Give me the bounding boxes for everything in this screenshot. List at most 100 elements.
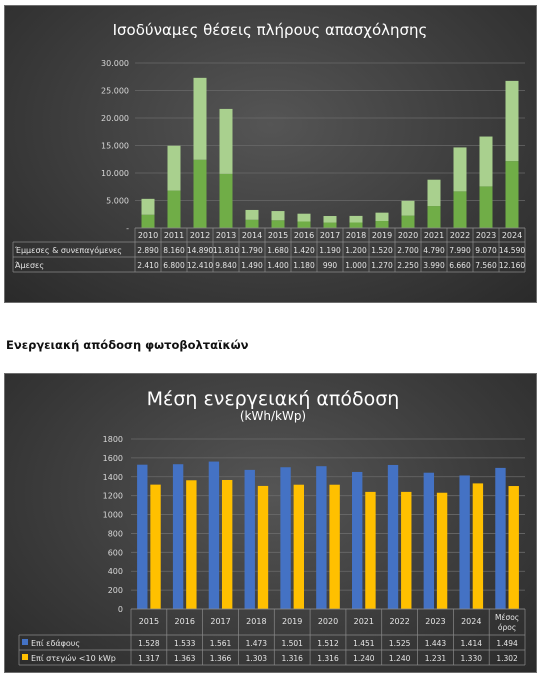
x-category-label: 2015 (268, 231, 288, 240)
data-label: 1.420 (293, 246, 315, 255)
x-category-label: 2023 (476, 231, 496, 240)
y-tick-label: 5.000 (106, 197, 129, 206)
y-tick-label: 10.000 (101, 169, 129, 178)
data-label: 1.400 (267, 261, 289, 270)
data-label: 1.270 (371, 261, 393, 270)
x-category-label: όρος (498, 623, 516, 632)
bar-ground (423, 472, 435, 609)
legend-key (22, 639, 28, 645)
y-tick-label: 1400 (103, 473, 123, 482)
y-tick-label: 1200 (103, 492, 123, 501)
bar-rooftop (257, 485, 269, 609)
x-category-label: 2021 (424, 231, 444, 240)
bar-direct (193, 159, 207, 228)
y-tick-label: 1600 (103, 454, 123, 463)
data-label: 9.840 (215, 261, 237, 270)
data-label: 1.200 (345, 246, 367, 255)
bar-ground (387, 464, 399, 609)
bar-ground (208, 461, 220, 609)
data-label: 7.990 (449, 246, 471, 255)
bar-indirect (453, 147, 467, 192)
y-tick-label: 0 (118, 605, 123, 614)
y-tick-label: 600 (108, 548, 123, 557)
x-category-label: 2019 (282, 617, 302, 626)
x-category-label: 2020 (318, 617, 338, 626)
x-category-label: 2021 (354, 617, 374, 626)
data-label: 1.240 (389, 654, 411, 663)
data-label: 12.160 (499, 261, 525, 270)
data-label: 2.410 (137, 261, 159, 270)
data-label: 1.501 (281, 639, 303, 648)
bar-direct (219, 173, 233, 228)
bar-indirect (193, 77, 207, 160)
x-category-label: 2022 (389, 617, 409, 626)
data-label: 1.316 (317, 654, 339, 663)
x-category-label: 2011 (164, 231, 184, 240)
data-label: 2.250 (397, 261, 419, 270)
bar-indirect (167, 145, 181, 191)
bar-rooftop (436, 492, 448, 609)
bar-direct (245, 219, 259, 228)
y-tick-label: 30.000 (101, 59, 129, 68)
x-category-label: 2016 (175, 617, 195, 626)
data-label: 12.410 (187, 261, 213, 270)
bar-direct (141, 214, 155, 228)
data-label: 1.366 (210, 654, 232, 663)
x-category-label: 2024 (461, 617, 481, 626)
x-category-label: 2010 (138, 231, 158, 240)
bar-direct (323, 222, 337, 228)
x-category-label: 2015 (139, 617, 159, 626)
bar-rooftop (329, 484, 340, 609)
bar-indirect (219, 108, 233, 174)
data-label: 1.525 (389, 639, 411, 648)
data-label: 1.473 (246, 639, 268, 648)
energy-yield-chart: Μέση ενεργειακή απόδοση (kWh/kWp) 0 200 400 6… (4, 373, 537, 673)
bar-direct (167, 190, 181, 228)
data-label: 6.800 (163, 261, 185, 270)
bar-indirect (427, 179, 441, 207)
x-category-label: 2018 (346, 231, 366, 240)
legend-label: Άμεσες (15, 261, 44, 270)
bar-indirect (297, 213, 311, 222)
bar-direct (427, 206, 441, 228)
data-label: 1.363 (174, 654, 196, 663)
data-label: 6.660 (449, 261, 471, 270)
bar-rooftop (365, 491, 376, 609)
x-category-label: 2017 (210, 617, 230, 626)
chart-title: Μέση ενεργειακή απόδοση (147, 388, 400, 410)
y-tick-label: 1000 (103, 511, 123, 520)
data-label: 1.240 (353, 654, 375, 663)
bar-direct (505, 161, 519, 228)
x-category-label: 2022 (450, 231, 470, 240)
bar-rooftop (401, 491, 412, 609)
x-category-label: 2012 (190, 231, 210, 240)
data-label: 1.302 (496, 654, 518, 663)
data-label: 1.512 (317, 639, 339, 648)
x-category-label: 2023 (425, 617, 445, 626)
y-tick-label: 1800 (103, 435, 123, 444)
data-label: 1.490 (241, 261, 263, 270)
bar-rooftop (221, 479, 233, 609)
data-label: 1.303 (246, 654, 268, 663)
data-label: 1.330 (461, 654, 483, 663)
data-label: 1.414 (461, 639, 483, 648)
y-tick-label: 25.000 (101, 87, 129, 96)
bar-direct (453, 191, 467, 228)
bar-ground (351, 471, 363, 609)
employment-chart-svg: Ισοδύναμες θέσεις πλήρους απασχόλησης - 5.… (12, 21, 526, 273)
x-category-label: 2013 (216, 231, 236, 240)
bar-ground (495, 467, 506, 609)
bar-indirect (323, 216, 337, 223)
chart-title: Ισοδύναμες θέσεις πλήρους απασχόλησης (113, 21, 428, 39)
data-label: 7.560 (475, 261, 497, 270)
data-label: 1.316 (281, 654, 303, 663)
bar-indirect (141, 198, 155, 215)
x-category-label: 2018 (246, 617, 266, 626)
data-label: 1.231 (425, 654, 447, 663)
bar-direct (479, 186, 493, 228)
bar-rooftop (186, 480, 197, 609)
bar-ground (137, 464, 148, 609)
data-label: 9.070 (475, 246, 497, 255)
data-label: 1.528 (138, 639, 160, 648)
data-label: 1.680 (267, 246, 289, 255)
